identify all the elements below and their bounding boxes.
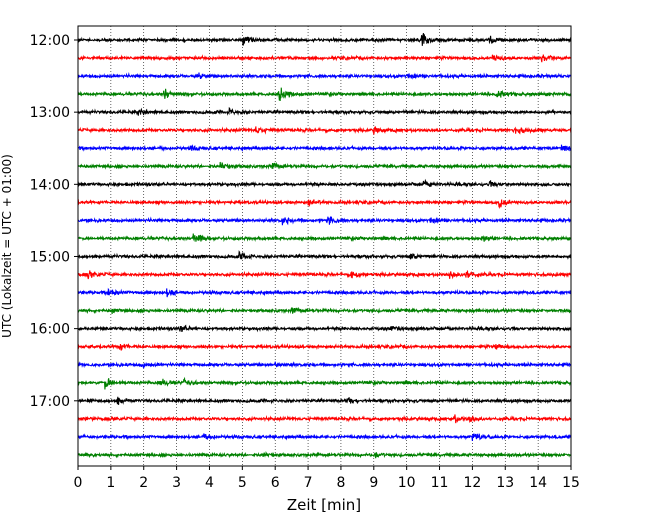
x-tick-label: 10 [398,475,416,491]
trace-1545 [77,306,572,315]
trace-1315 [77,126,572,135]
trace-lines [77,33,572,459]
trace-1530 [77,287,572,298]
y-tick-label: 12:00 [30,33,70,49]
plot-frame [77,25,572,467]
trace-1430 [77,216,572,226]
y-tick-label: 13:00 [30,105,70,121]
x-tick-label: 3 [172,475,181,491]
trace-1415 [77,198,572,209]
x-tick-label: 6 [271,475,280,491]
trace-1445 [77,233,572,243]
trace-1745 [77,451,572,459]
trace-1345 [77,161,572,170]
x-tick-label: 12 [463,475,481,491]
x-tick-label: 5 [238,475,247,491]
x-tick-label: 1 [106,475,115,491]
trace-1330 [77,144,572,153]
x-tick-label: 4 [205,475,214,491]
trace-1600 [77,324,572,333]
trace-1515 [77,270,572,280]
y-tick-label: 17:00 [30,394,70,410]
trace-1730 [77,433,572,442]
trace-1200 [77,33,572,46]
trace-1500 [77,250,572,261]
trace-1630 [77,361,572,370]
x-tick-label: 7 [304,475,313,491]
trace-1400 [77,178,572,189]
x-tick-label: 14 [529,475,547,491]
x-tick-label: 15 [562,475,580,491]
y-axis-ticks: 12:00 13:00 14:00 15:00 16:00 17:00 [30,33,78,410]
x-tick-label: 11 [431,475,449,491]
trace-1215 [77,54,572,63]
x-axis-label: Zeit [min] [287,496,361,514]
y-tick-label: 14:00 [30,177,70,193]
trace-1245 [77,87,572,102]
y-axis-label: UTC (Lokalzeit = UTC + 01:00) [0,154,14,338]
x-tick-label: 8 [336,475,345,491]
vertical-grid-lines [110,26,539,466]
trace-1700 [77,396,572,405]
trace-1230 [77,72,572,80]
trace-1300 [77,106,572,116]
x-axis-ticks: 0 1 2 3 4 5 6 7 8 9 10 11 12 13 14 15 [74,466,580,491]
trace-1615 [77,342,572,352]
x-tick-label: 2 [139,475,148,491]
y-tick-label: 15:00 [30,249,70,265]
x-tick-label: 0 [74,475,83,491]
trace-1645 [77,376,572,390]
y-tick-label: 16:00 [30,322,70,338]
trace-1715 [77,414,572,424]
x-tick-label: 9 [369,475,378,491]
x-tick-label: 13 [496,475,514,491]
